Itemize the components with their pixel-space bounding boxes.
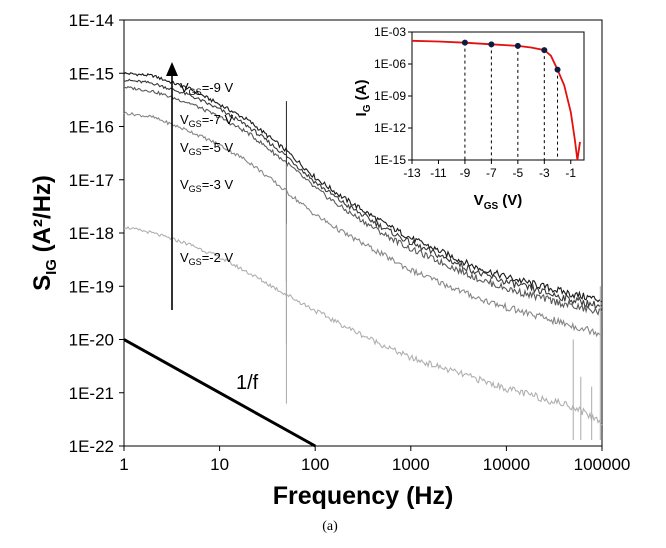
inset-series-line [411, 39, 581, 161]
y-tick-label: 1E-21 [69, 384, 114, 403]
series-line [124, 225, 603, 426]
inset-x-title-main: V [474, 192, 484, 209]
inset-marker [554, 66, 561, 73]
series-line [124, 78, 603, 311]
series-line [123, 85, 603, 316]
series-label-main: V [180, 80, 189, 95]
inset-x-tick-label: -9 [460, 166, 471, 180]
inset-y-tick-label: 1E-03 [374, 25, 406, 39]
series-label-main: V [180, 140, 189, 155]
y-tick-label: 1E-17 [69, 171, 114, 190]
inset-y-tick-label: 1E-09 [374, 89, 406, 103]
series-line [123, 72, 603, 303]
inset-x-title-sub: GS [484, 201, 499, 212]
inset-x-title-rest: (V) [498, 192, 522, 209]
inset-plot: -13 -11 -9 -7 -5 -3 -1 1E-15 1E-12 1E-09 1E-06 1E-0… [353, 25, 585, 212]
inset-x-tick-label: -3 [539, 166, 550, 180]
series-label-main: V [180, 177, 189, 192]
series-label-rest: =-3 V [202, 177, 234, 192]
series-label-rest: =-7 V [202, 112, 234, 127]
series-label: VGS=-7 V [180, 112, 233, 129]
series-label-main: V [180, 250, 189, 265]
x-tick-label: 1 [119, 455, 128, 474]
series-line [123, 111, 603, 338]
inset-marker [514, 42, 521, 49]
y-axis-title-sub: IG [43, 259, 60, 275]
inset-x-tick-label: -13 [403, 166, 421, 180]
y-tick-label: 1E-15 [69, 64, 114, 83]
series-label-rest: =-2 V [202, 250, 234, 265]
series-label-rest: =-9 V [202, 80, 234, 95]
inset-x-axis-title: VGS (V) [474, 192, 523, 212]
inset-marker [488, 41, 495, 48]
inset-y-axis-title: IG (A) [353, 80, 373, 117]
y-axis-title-rest: (A²/Hz) [29, 175, 56, 259]
reference-line-label: 1/f [236, 372, 259, 394]
series-label: VGS=-9 V [180, 80, 233, 97]
inset-y-title-main: I [353, 112, 370, 116]
main-series-group [123, 72, 603, 440]
x-tick-label: 100 [301, 455, 329, 474]
inset-plot-area [411, 31, 585, 161]
inset-axes: -13 -11 -9 -7 -5 -3 -1 1E-15 1E-12 1E-09 1E-06 1E-0… [374, 25, 576, 180]
series-label-rest: =-5 V [202, 140, 234, 155]
series-label-sub: GS [189, 147, 202, 157]
y-axis-title-main: S [29, 275, 56, 291]
series-label-sub: GS [189, 257, 202, 267]
inset-y-tick-label: 1E-15 [374, 153, 406, 167]
inset-x-tick-label: -1 [565, 166, 576, 180]
series-label-sub: GS [189, 87, 202, 97]
inset-marker [541, 47, 548, 54]
series-label: VGS=-3 V [180, 177, 233, 194]
series-label: VGS=-2 V [180, 250, 233, 267]
trend-arrow-head [166, 62, 178, 76]
inset-y-title-rest: (A) [353, 80, 370, 105]
inset-series-group [411, 39, 581, 161]
inset-x-tick-label: -7 [486, 166, 497, 180]
inset-y-title-sub: G [362, 104, 373, 112]
y-tick-label: 1E-18 [69, 224, 114, 243]
y-tick-label: 1E-16 [69, 118, 114, 137]
inset-marker [461, 39, 468, 46]
x-tick-label: 10000 [483, 455, 530, 474]
inset-x-tick-label: -11 [430, 166, 447, 180]
y-tick-label: 1E-22 [69, 437, 114, 456]
series-label-sub: GS [189, 184, 202, 194]
series-label-sub: GS [189, 119, 202, 129]
x-axis-title: Frequency (Hz) [273, 482, 454, 510]
main-axes: 1 10 100 1000 10000 100000 1E-22 1E-21 1E-20 1E-1… [69, 11, 631, 474]
y-tick-label: 1E-20 [69, 331, 114, 350]
y-axis-title: SIG (A²/Hz) [29, 175, 60, 291]
inset-y-tick-label: 1E-12 [374, 121, 406, 135]
series-label: VGS=-5 V [180, 140, 233, 157]
inset-x-tick-label: -5 [513, 166, 524, 180]
x-tick-label: 100000 [574, 455, 631, 474]
x-tick-label: 10 [210, 455, 229, 474]
y-tick-label: 1E-14 [69, 11, 114, 30]
inset-y-tick-label: 1E-06 [374, 57, 406, 71]
y-tick-label: 1E-19 [69, 277, 114, 296]
panel-label: (a) [322, 519, 338, 534]
x-tick-label: 1000 [392, 455, 430, 474]
reference-line [123, 338, 316, 448]
series-label-main: V [180, 112, 189, 127]
